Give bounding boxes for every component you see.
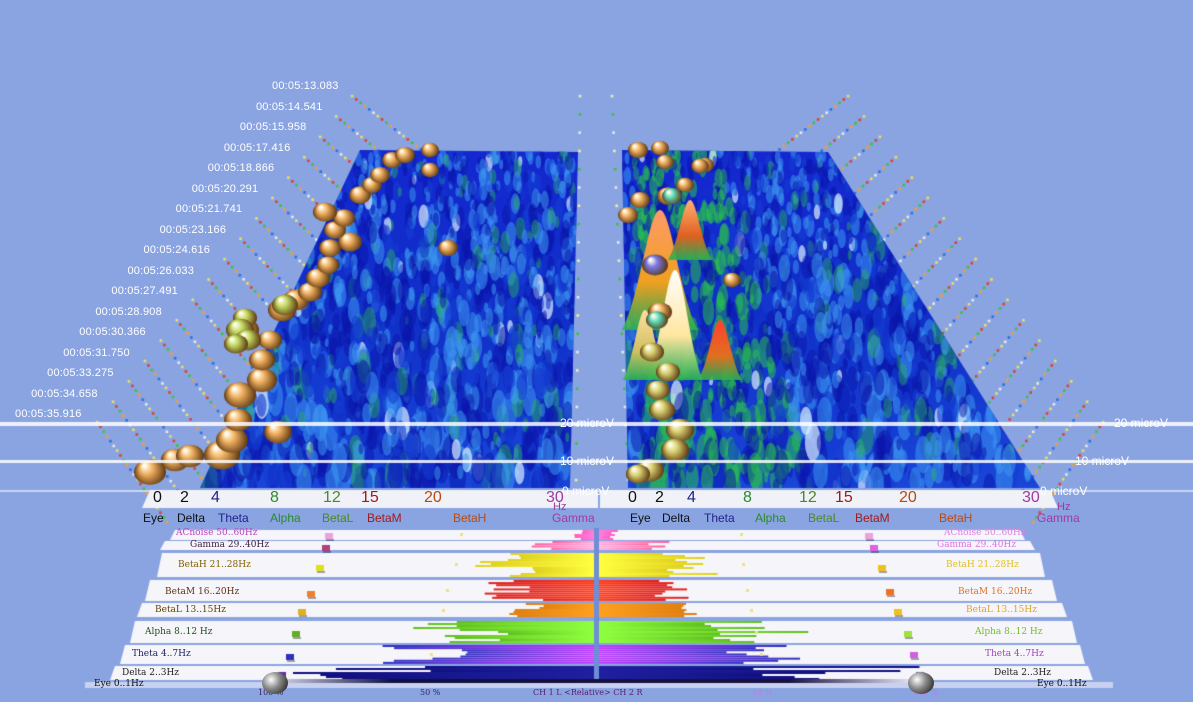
right-slider-knob-icon[interactable] — [908, 672, 934, 694]
left-slider-knob-icon[interactable] — [262, 672, 288, 694]
